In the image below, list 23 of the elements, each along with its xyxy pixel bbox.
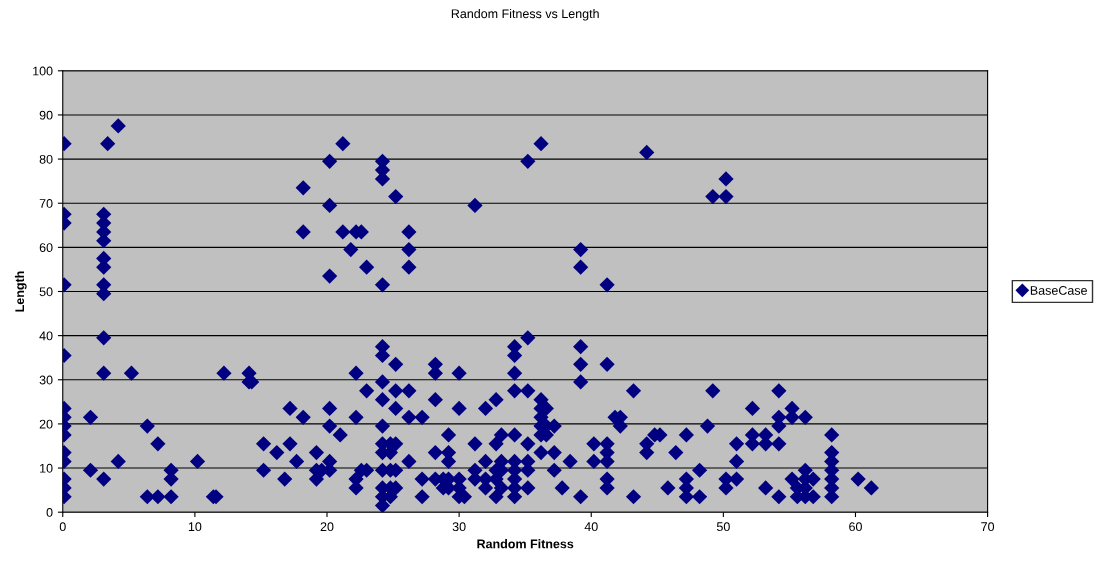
x-tick-label: 60: [849, 522, 862, 532]
x-tick-label: 40: [584, 522, 598, 532]
y-tick-label: 50: [39, 287, 53, 297]
x-axis-title: Random Fitness: [477, 539, 574, 549]
x-tick-label: 0: [59, 522, 66, 532]
x-tick-label: 20: [320, 522, 334, 532]
x-tick-label: 50: [716, 522, 730, 532]
y-tick-label: 100: [33, 66, 53, 76]
legend-label: BaseCase: [1030, 286, 1087, 295]
x-tick-label: 30: [452, 522, 466, 532]
x-tick-label: 10: [188, 522, 202, 532]
y-axis-title: Length: [14, 271, 27, 312]
y-tick-label: 90: [39, 110, 53, 120]
y-tick-label: 30: [39, 375, 53, 385]
y-tick-label: 10: [40, 463, 53, 473]
y-tick-label: 0: [46, 507, 53, 517]
y-tick-label: 60: [39, 243, 53, 253]
chart-title: Random Fitness vs Length: [451, 8, 599, 21]
y-tick-label: 70: [39, 199, 53, 208]
x-tick-label: 70: [981, 522, 995, 532]
y-tick-label: 80: [39, 154, 53, 164]
y-tick-label: 20: [39, 419, 53, 429]
y-tick-label: 40: [39, 331, 53, 341]
